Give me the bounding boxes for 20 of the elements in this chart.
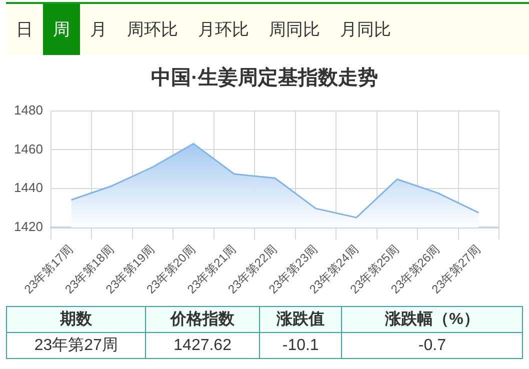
text: 月 [89,19,108,41]
text: 日 [15,19,34,41]
y-tick-label: 1480 [14,102,43,118]
text: -10.1 [259,332,342,358]
text: 月同比 [339,19,392,41]
chart-title: 中国·生姜周定基指数走势 [150,65,379,91]
text: 1427.62 [146,332,260,358]
y-tick-label: 1440 [14,180,43,196]
text: 涨跌值 [259,306,342,332]
text: 周同比 [268,19,321,41]
y-tick-label: 1460 [14,141,43,156]
y-tick-label: 1420 [14,219,43,234]
text: 周环比 [126,19,179,41]
text: 周 [43,4,80,55]
text: 月环比 [197,19,250,41]
text: 23年第27周 [6,332,146,358]
text: 涨跌幅（%） [342,306,522,332]
text: 期数 [6,306,146,332]
text: 价格指数 [146,306,260,332]
text: -0.7 [342,332,522,358]
